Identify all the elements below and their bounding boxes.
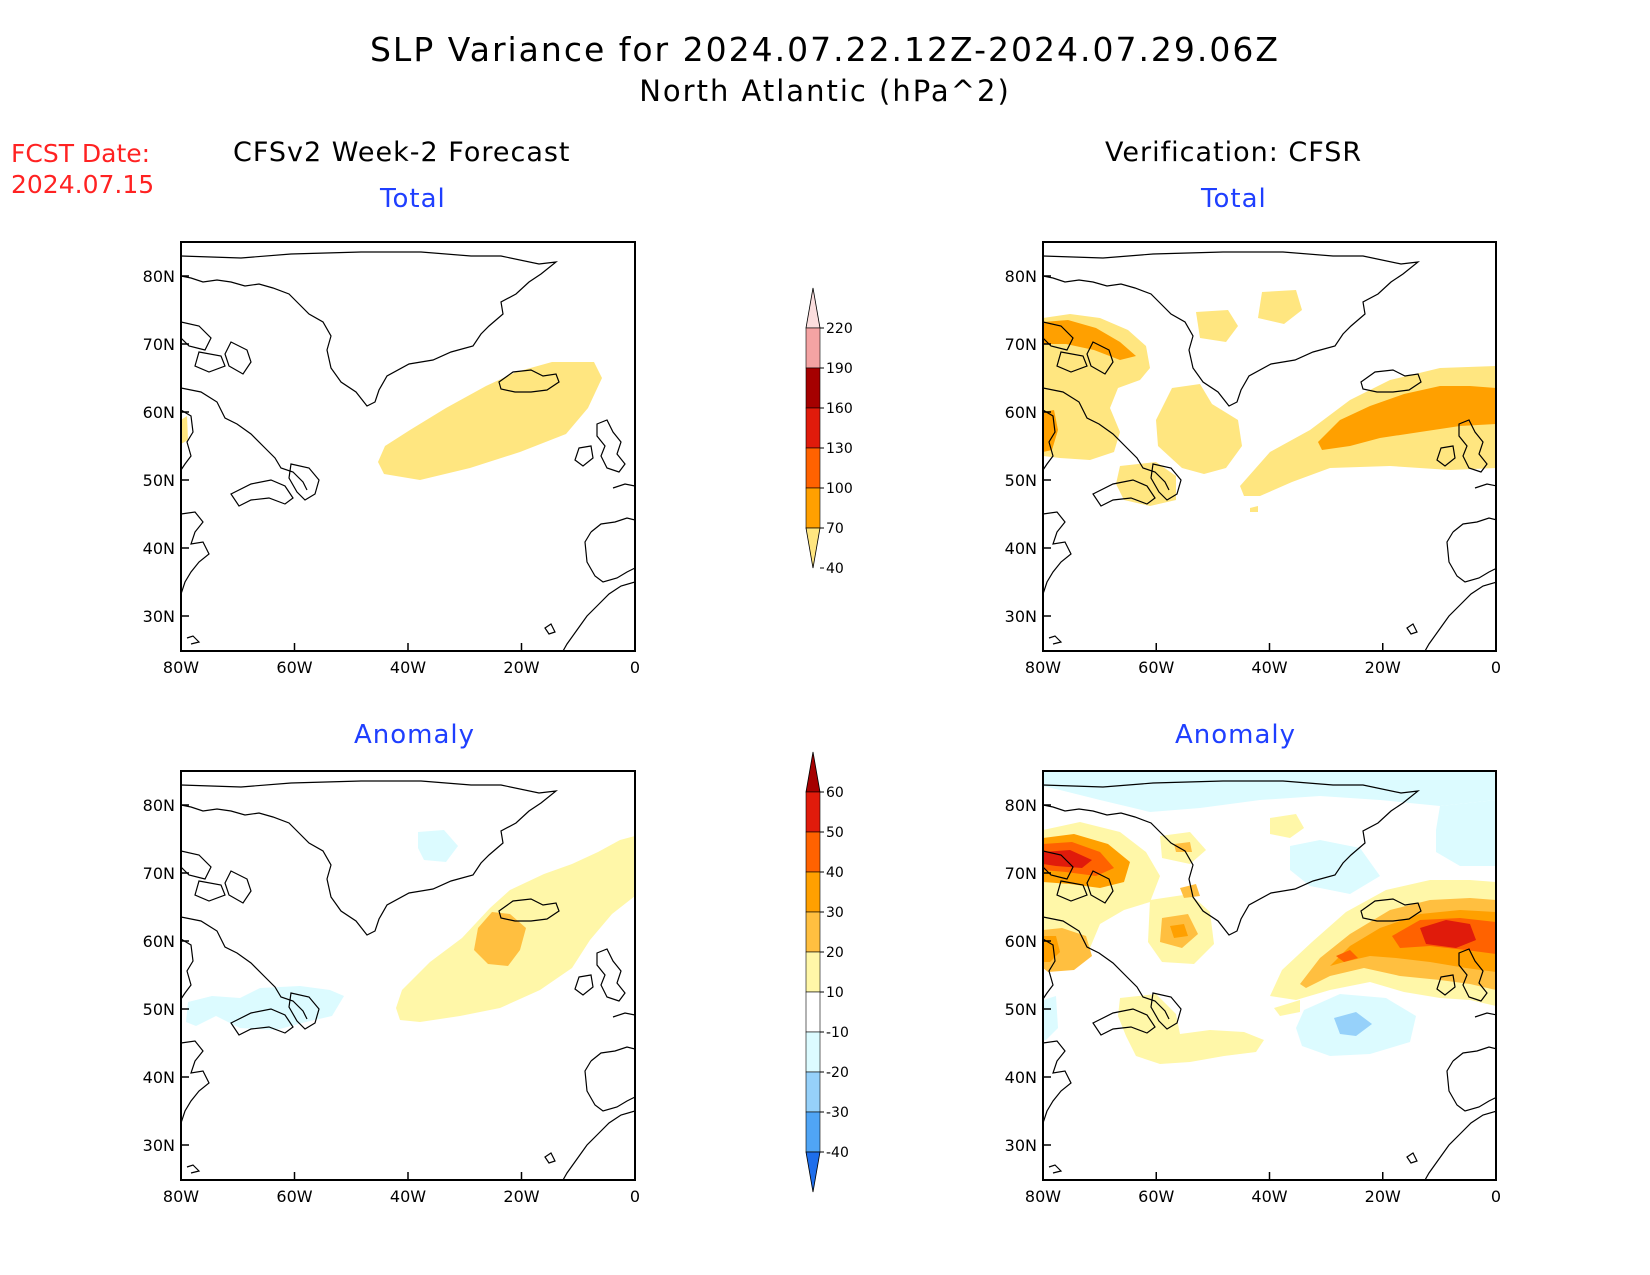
lat-tick-label-verification-total: 60N bbox=[1005, 403, 1037, 422]
lat-tick-label-forecast-anomaly: 60N bbox=[143, 932, 175, 951]
colorbar-label: 220 bbox=[826, 321, 853, 337]
colorbar-swatch bbox=[805, 447, 821, 489]
lat-tick-label-verification-anomaly: 70N bbox=[1005, 864, 1037, 883]
column-title-verification: Verification: CFSR bbox=[1105, 137, 1363, 168]
panel-title-forecast-total: Total bbox=[380, 184, 446, 214]
lon-tick-label-forecast-total: 20W bbox=[503, 658, 539, 677]
colorbar-label: -20 bbox=[826, 1065, 849, 1081]
lat-tick-label-verification-anomaly: 40N bbox=[1005, 1068, 1037, 1087]
colorbar-swatch bbox=[805, 407, 821, 449]
colorbar-label: 100 bbox=[826, 481, 853, 497]
lon-tick-label-forecast-anomaly: 0 bbox=[630, 1187, 640, 1206]
map-verification-anomaly bbox=[1042, 770, 1497, 1181]
lon-tick-label-forecast-total: 40W bbox=[390, 658, 426, 677]
lat-tick-label-forecast-anomaly: 80N bbox=[143, 796, 175, 815]
lon-tick-label-verification-anomaly: 60W bbox=[1138, 1187, 1174, 1206]
lat-tick-label-forecast-total: 80N bbox=[143, 267, 175, 286]
colorbar-swatch bbox=[805, 1111, 821, 1153]
colorbar-swatch bbox=[805, 367, 821, 409]
lon-tick-label-verification-anomaly: 20W bbox=[1365, 1187, 1401, 1206]
colorbar-anomaly: 60 50 40 30 20 10 -10 -20 -30 -40 bbox=[805, 751, 849, 1193]
lat-tick-label-forecast-total: 50N bbox=[143, 471, 175, 490]
lat-tick-label-verification-anomaly: 60N bbox=[1005, 932, 1037, 951]
lon-tick-label-forecast-anomaly: 40W bbox=[390, 1187, 426, 1206]
map-verification-total bbox=[1042, 241, 1497, 652]
lat-tick-label-verification-total: 80N bbox=[1005, 267, 1037, 286]
lon-tick-label-forecast-total: 80W bbox=[163, 658, 199, 677]
map-forecast-total bbox=[180, 241, 636, 652]
forecast-date-block: FCST Date: 2024.07.15 bbox=[11, 138, 154, 200]
colorbar-label: 190 bbox=[826, 361, 853, 377]
lon-tick-label-verification-total: 0 bbox=[1491, 658, 1501, 677]
colorbar-top-arrow bbox=[805, 751, 821, 793]
lat-tick-label-forecast-total: 60N bbox=[143, 403, 175, 422]
colorbar-bottom-arrow bbox=[805, 1151, 821, 1193]
main-title: SLP Variance for 2024.07.22.12Z-2024.07.… bbox=[369, 30, 1281, 69]
axes-layer: 80W 60W 40W 20W 0 80N 70N 60N 50N 40N 30N 80W 60W 40W… bbox=[143, 267, 1501, 1206]
lat-tick-label-verification-anomaly: 30N bbox=[1005, 1136, 1037, 1155]
colorbar-swatch bbox=[805, 791, 821, 833]
lat-tick-label-forecast-anomaly: 50N bbox=[143, 1000, 175, 1019]
lat-tick-label-verification-total: 50N bbox=[1005, 471, 1037, 490]
lon-tick-label-verification-total: 40W bbox=[1251, 658, 1287, 677]
lat-tick-label-forecast-total: 70N bbox=[143, 335, 175, 354]
colorbar-swatch bbox=[805, 951, 821, 993]
colorbar-label: 160 bbox=[826, 401, 853, 417]
lat-tick-label-forecast-total: 30N bbox=[143, 607, 175, 626]
map-forecast-anomaly bbox=[180, 770, 636, 1181]
lat-tick-label-verification-anomaly: 80N bbox=[1005, 796, 1037, 815]
colorbar-label: 30 bbox=[826, 905, 844, 921]
column-title-forecast: CFSv2 Week-2 Forecast bbox=[233, 137, 571, 168]
subtitle: North Atlantic (hPa^2) bbox=[639, 74, 1011, 108]
colorbar-total: 220 190 160 130 100 70 40 bbox=[805, 287, 853, 577]
lat-tick-label-verification-total: 40N bbox=[1005, 539, 1037, 558]
colorbar-label: 40 bbox=[826, 865, 844, 881]
colorbar-swatch bbox=[805, 911, 821, 953]
colorbar-label: 130 bbox=[826, 441, 853, 457]
panel-title-verification-anomaly: Anomaly bbox=[1175, 720, 1297, 750]
lat-tick-label-forecast-anomaly: 70N bbox=[143, 864, 175, 883]
panel-title-forecast-anomaly: Anomaly bbox=[354, 720, 476, 750]
colorbar-swatch bbox=[805, 871, 821, 913]
lon-tick-label-verification-anomaly: 80W bbox=[1025, 1187, 1061, 1206]
colorbar-label: -40 bbox=[826, 1145, 849, 1161]
colorbar-label: -10 bbox=[826, 1025, 849, 1041]
colorbar-label: 40 bbox=[826, 561, 844, 577]
colorbar-label: 20 bbox=[826, 945, 844, 961]
panel-title-verification-total: Total bbox=[1201, 184, 1267, 214]
lon-tick-label-forecast-anomaly: 80W bbox=[163, 1187, 199, 1206]
fcst-date: 2024.07.15 bbox=[11, 170, 155, 199]
colorbar-label: 50 bbox=[826, 825, 844, 841]
lon-tick-label-verification-total: 80W bbox=[1025, 658, 1061, 677]
lon-tick-label-forecast-total: 0 bbox=[630, 658, 640, 677]
colorbar-swatch bbox=[805, 831, 821, 873]
colorbar-label: -30 bbox=[826, 1105, 849, 1121]
lat-tick-label-verification-anomaly: 50N bbox=[1005, 1000, 1037, 1019]
lon-tick-label-forecast-anomaly: 60W bbox=[276, 1187, 312, 1206]
fcst-label: FCST Date: bbox=[11, 139, 151, 168]
lat-tick-label-verification-total: 70N bbox=[1005, 335, 1037, 354]
lon-tick-label-forecast-anomaly: 20W bbox=[503, 1187, 539, 1206]
colorbar-swatch bbox=[805, 487, 821, 529]
lon-tick-label-verification-anomaly: 0 bbox=[1491, 1187, 1501, 1206]
colorbar-swatch bbox=[805, 991, 821, 1033]
lon-tick-label-verification-anomaly: 40W bbox=[1251, 1187, 1287, 1206]
lon-tick-label-verification-total: 60W bbox=[1138, 658, 1174, 677]
lat-tick-label-forecast-anomaly: 30N bbox=[143, 1136, 175, 1155]
lat-tick-label-forecast-total: 40N bbox=[143, 539, 175, 558]
colorbar-swatch bbox=[805, 1031, 821, 1073]
colorbar-label: 60 bbox=[826, 785, 844, 801]
colorbar-bottom-arrow bbox=[805, 527, 821, 569]
lon-tick-label-forecast-total: 60W bbox=[276, 658, 312, 677]
lat-tick-label-verification-total: 30N bbox=[1005, 607, 1037, 626]
colorbar-swatch bbox=[805, 1071, 821, 1113]
colorbar-top-arrow bbox=[805, 287, 821, 329]
colorbar-label: 10 bbox=[826, 985, 844, 1001]
lon-tick-label-verification-total: 20W bbox=[1365, 658, 1401, 677]
lat-tick-label-forecast-anomaly: 40N bbox=[143, 1068, 175, 1087]
colorbar-label: 70 bbox=[826, 521, 844, 537]
colorbar-swatch bbox=[805, 327, 821, 369]
